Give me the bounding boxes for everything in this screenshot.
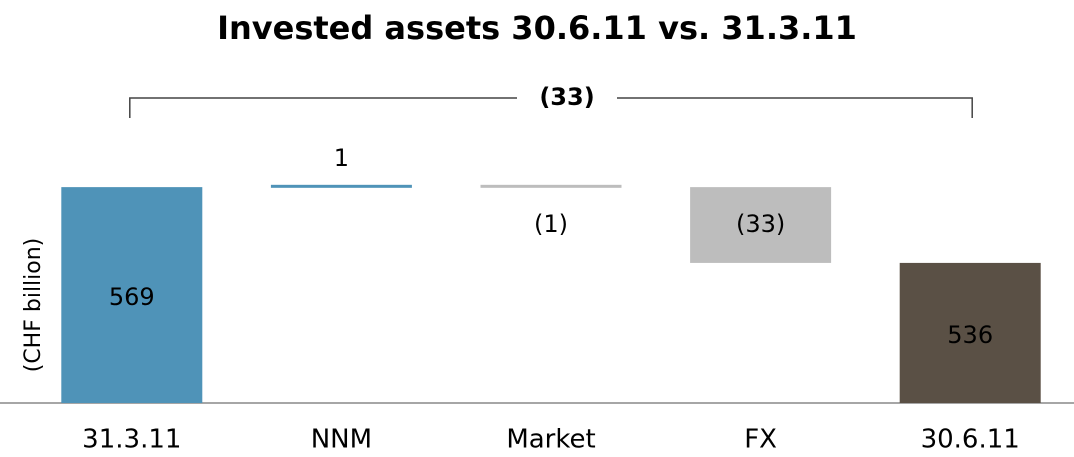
chart-title: Invested assets 30.6.11 vs. 31.3.11 xyxy=(217,9,857,47)
bar xyxy=(690,187,832,263)
x-tick-label: Market xyxy=(506,425,595,455)
x-tick-label: 30.6.11 xyxy=(921,425,1020,455)
bar xyxy=(899,262,1041,403)
bar xyxy=(61,187,203,403)
y-axis-label: (CHF billion) xyxy=(21,238,46,373)
x-tick-label: FX xyxy=(744,425,777,455)
value-label: (1) xyxy=(534,210,568,238)
x-tick-label: 31.3.11 xyxy=(82,425,181,455)
value-label: 536 xyxy=(947,321,993,349)
value-label: 569 xyxy=(109,283,155,311)
bar xyxy=(270,184,412,188)
bar xyxy=(480,184,622,188)
x-tick-label: NNM xyxy=(311,425,372,455)
value-label: 1 xyxy=(334,144,349,172)
bracket xyxy=(129,97,973,118)
value-label: (33) xyxy=(736,210,785,238)
bracket-label: (33) xyxy=(539,83,594,111)
